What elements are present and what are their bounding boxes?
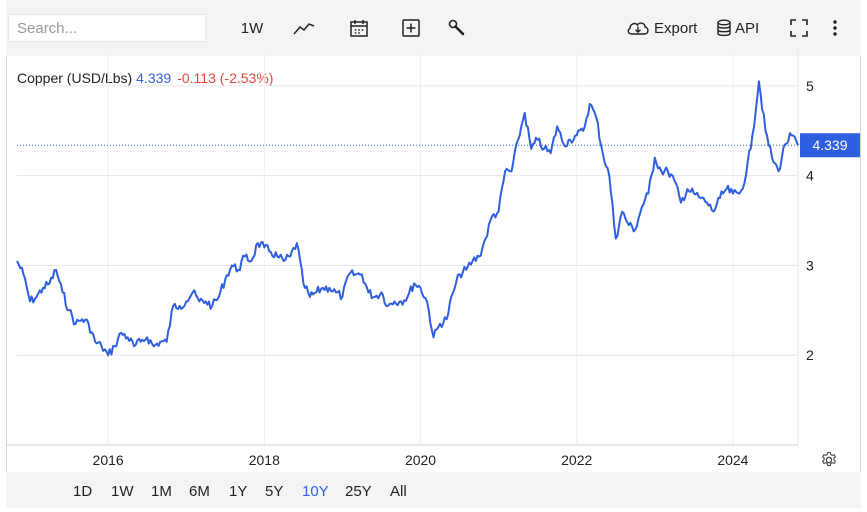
range-button-1y[interactable]: 1Y [229,483,248,500]
range-button-5y[interactable]: 5Y [265,483,284,500]
more-menu-icon[interactable] [826,14,844,42]
export-button[interactable]: Export [626,14,700,42]
interval-button[interactable]: 1W [240,19,264,37]
y-tick-label: 5 [806,78,814,94]
y-tick-label: 4 [806,168,814,184]
legend-price: 4.339 [136,70,172,86]
range-bar [6,472,861,508]
chart-legend: Copper (USD/Lbs) 4.339 -0.113 (-2.53%) [17,70,273,86]
price-series-line [16,80,799,357]
cloud-download-icon [626,19,650,37]
export-label: Export [654,19,698,37]
last-price-label: 4.339 [812,137,847,153]
database-icon [716,19,732,37]
range-button-10y[interactable]: 10Y [302,483,329,500]
range-button-25y[interactable]: 25Y [345,483,372,500]
range-button-6m[interactable]: 6M [189,483,210,500]
legend-change: -0.113 (-2.53%) [177,70,274,86]
y-tick-label: 2 [806,347,814,363]
wrench-icon[interactable] [444,14,470,42]
settings-gear-icon[interactable] [820,451,838,474]
api-label: API [735,19,760,37]
range-button-all[interactable]: All [390,483,407,500]
range-button-1m[interactable]: 1M [151,483,172,500]
legend-symbol-name: Copper (USD/Lbs) [17,70,133,86]
range-button-1d[interactable]: 1D [73,483,93,500]
calendar-icon[interactable] [346,14,372,42]
x-tick-label: 2016 [93,452,124,468]
last-price-badge [800,133,860,158]
fullscreen-icon[interactable] [786,14,812,42]
search-input[interactable] [8,14,206,42]
chart-frame [6,0,861,508]
compare-add-icon[interactable] [398,14,424,42]
x-tick-label: 2020 [405,452,436,468]
chart-type-icon[interactable] [290,14,318,42]
x-tick-label: 2024 [717,452,748,468]
x-tick-label: 2018 [249,452,280,468]
range-button-1w[interactable]: 1W [111,483,134,500]
x-tick-label: 2022 [561,452,592,468]
api-button[interactable]: API [716,14,766,42]
y-tick-label: 3 [806,257,814,273]
